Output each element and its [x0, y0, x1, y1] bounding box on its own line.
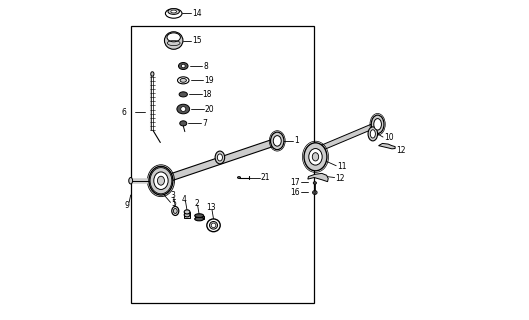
Ellipse shape — [165, 32, 183, 49]
Ellipse shape — [207, 219, 220, 232]
Text: 10: 10 — [384, 133, 394, 142]
Ellipse shape — [217, 154, 222, 161]
Ellipse shape — [374, 119, 381, 130]
Text: 4: 4 — [182, 195, 187, 204]
Ellipse shape — [180, 78, 186, 82]
Polygon shape — [308, 173, 328, 182]
Text: 17: 17 — [290, 178, 299, 187]
Ellipse shape — [178, 62, 188, 69]
Ellipse shape — [168, 9, 179, 14]
Ellipse shape — [314, 192, 316, 194]
Polygon shape — [195, 216, 204, 219]
Ellipse shape — [180, 121, 187, 126]
Polygon shape — [314, 123, 377, 153]
Ellipse shape — [151, 72, 154, 76]
Text: 8: 8 — [203, 61, 208, 70]
Ellipse shape — [215, 151, 225, 164]
Ellipse shape — [304, 143, 327, 171]
Bar — [131, 26, 314, 303]
Ellipse shape — [211, 223, 216, 228]
Ellipse shape — [154, 172, 168, 189]
Ellipse shape — [195, 214, 204, 218]
Ellipse shape — [171, 10, 177, 13]
Text: 14: 14 — [192, 9, 202, 18]
Ellipse shape — [179, 92, 187, 97]
Ellipse shape — [195, 217, 204, 221]
Text: 15: 15 — [192, 36, 202, 45]
Polygon shape — [184, 212, 190, 218]
Ellipse shape — [129, 178, 133, 184]
Ellipse shape — [313, 191, 317, 195]
Ellipse shape — [368, 127, 378, 141]
Text: 13: 13 — [206, 203, 216, 212]
Text: 6: 6 — [122, 108, 127, 117]
Text: 21: 21 — [261, 173, 270, 182]
Text: 5: 5 — [171, 199, 176, 208]
Ellipse shape — [181, 64, 185, 68]
Ellipse shape — [238, 177, 241, 179]
Ellipse shape — [184, 210, 190, 214]
Ellipse shape — [174, 209, 177, 213]
Text: 9: 9 — [124, 201, 129, 210]
Text: 1: 1 — [295, 136, 299, 145]
Ellipse shape — [313, 182, 316, 184]
Text: 12: 12 — [396, 146, 405, 155]
Ellipse shape — [370, 130, 376, 138]
Polygon shape — [379, 143, 395, 149]
Ellipse shape — [166, 9, 182, 18]
Text: 18: 18 — [203, 90, 212, 99]
Ellipse shape — [158, 176, 165, 185]
Ellipse shape — [181, 107, 186, 111]
Ellipse shape — [178, 77, 189, 84]
Text: 20: 20 — [205, 105, 215, 114]
Ellipse shape — [312, 153, 318, 161]
Text: 16: 16 — [290, 188, 299, 197]
Ellipse shape — [177, 104, 189, 114]
Ellipse shape — [273, 136, 281, 146]
Ellipse shape — [309, 148, 322, 165]
Text: 7: 7 — [202, 119, 207, 128]
Ellipse shape — [167, 33, 180, 42]
Text: 12: 12 — [335, 174, 345, 183]
Ellipse shape — [149, 166, 173, 195]
Text: 19: 19 — [204, 76, 214, 85]
Text: 2: 2 — [194, 199, 199, 208]
Ellipse shape — [209, 221, 217, 229]
Ellipse shape — [270, 132, 284, 150]
Text: 3: 3 — [170, 191, 175, 200]
Polygon shape — [160, 138, 280, 184]
Ellipse shape — [371, 115, 384, 133]
Ellipse shape — [172, 206, 179, 215]
Ellipse shape — [184, 213, 190, 217]
Text: 11: 11 — [337, 162, 346, 171]
